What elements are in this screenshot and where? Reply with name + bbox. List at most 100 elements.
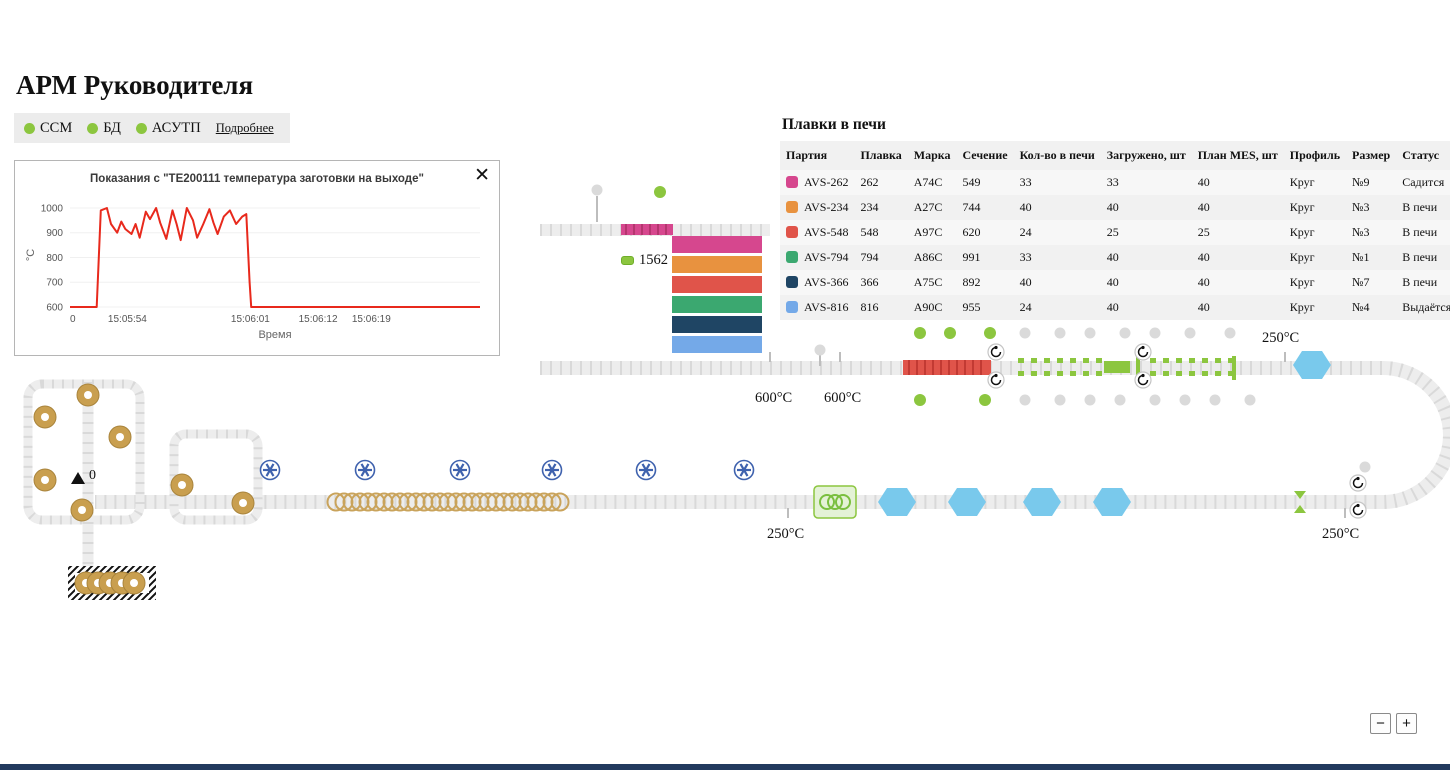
cooling-hexagon-icon[interactable] <box>948 488 986 516</box>
batch-cell: AVS-234 <box>780 195 854 220</box>
sensor-dot-active[interactable] <box>944 327 956 339</box>
billet-group-red[interactable] <box>903 360 991 375</box>
conveyor-rail <box>169 429 263 525</box>
billet-stack-bar[interactable] <box>672 236 762 253</box>
gauge-icon[interactable] <box>1134 371 1152 389</box>
furnace-table-title: Плавки в печи <box>782 116 886 133</box>
sensor-dot-active[interactable] <box>654 186 666 198</box>
sensor-dot[interactable] <box>1149 394 1161 406</box>
roller-icon[interactable] <box>108 425 132 449</box>
zoom-controls: − + <box>1370 713 1417 734</box>
coiler-icon[interactable] <box>813 485 857 519</box>
close-icon[interactable]: ✕ <box>474 165 490 186</box>
gauge-icon[interactable] <box>987 343 1005 361</box>
table-row[interactable]: AVS-262 262 А74С 549 33 33 40 Круг №9 Садится <box>780 170 1450 195</box>
cell-melt: 548 <box>860 225 879 239</box>
fan-icon[interactable] <box>635 459 657 481</box>
batch-color-swatch <box>786 276 798 288</box>
fan-icon[interactable] <box>449 459 471 481</box>
fan-icon[interactable] <box>259 459 281 481</box>
sensor-dot-active[interactable] <box>914 394 926 406</box>
cell-melt: 794 <box>860 250 879 264</box>
sensor-dot[interactable] <box>814 344 826 356</box>
column-header: Партия <box>786 148 828 162</box>
cooling-hexagon-icon[interactable] <box>878 488 916 516</box>
sensor-dot-active[interactable] <box>914 327 926 339</box>
sensor-dot[interactable] <box>1179 394 1191 406</box>
status-dot-ssm <box>24 122 35 134</box>
cooling-hexagon-icon[interactable] <box>1093 488 1131 516</box>
sensor-dot[interactable] <box>1054 394 1066 406</box>
page-title: АРМ Руководителя <box>16 70 254 100</box>
sensor-dot-active[interactable] <box>979 394 991 406</box>
fan-icon[interactable] <box>733 459 755 481</box>
sensor-dot[interactable] <box>1084 394 1096 406</box>
billet-counter[interactable]: 1562 <box>621 252 668 269</box>
cell-status: Садится <box>1402 175 1445 189</box>
gauge-icon[interactable] <box>987 371 1005 389</box>
billet-stack-bar[interactable] <box>672 336 762 353</box>
sensor-dot[interactable] <box>1019 394 1031 406</box>
sensor-dot[interactable] <box>1019 327 1031 339</box>
gauge-icon[interactable] <box>1349 474 1367 492</box>
batch-cell: AVS-262 <box>780 170 854 195</box>
hopper-icon <box>71 472 85 484</box>
sensor-dot[interactable] <box>1149 327 1161 339</box>
cooling-hexagon-icon[interactable] <box>1293 351 1331 379</box>
billet-group-pink[interactable] <box>621 224 673 235</box>
cell-melt: 262 <box>860 175 879 189</box>
details-link[interactable]: Подробнее <box>215 120 274 135</box>
fan-icon[interactable] <box>354 459 376 481</box>
cell-plan: 25 <box>1197 225 1210 239</box>
cell-profile: Круг <box>1289 275 1315 289</box>
roller-icon[interactable] <box>70 498 94 522</box>
cell-section: 549 <box>962 175 981 189</box>
billet-stack-bar[interactable] <box>672 296 762 313</box>
roller-icon[interactable] <box>33 405 57 429</box>
billet-group-green[interactable] <box>1018 356 1236 380</box>
sensor-dot[interactable] <box>591 184 603 196</box>
sensor-dot[interactable] <box>1084 327 1096 339</box>
table-row[interactable]: AVS-548 548 А97С 620 24 25 25 Круг №3 В печи <box>780 220 1450 245</box>
scrap-counter-value: 0 <box>89 468 96 483</box>
roller-icon[interactable] <box>76 383 100 407</box>
cell-status: В печи <box>1402 275 1438 289</box>
status-label-ssm: ССМ <box>40 119 73 136</box>
gauge-icon[interactable] <box>1134 343 1152 361</box>
roller-icon[interactable] <box>231 491 255 515</box>
sensor-dot[interactable] <box>1359 461 1371 473</box>
temperature-line <box>70 206 480 308</box>
sensor-dot[interactable] <box>1114 394 1126 406</box>
sensor-dot[interactable] <box>1244 394 1256 406</box>
cooling-hexagon-icon[interactable] <box>1023 488 1061 516</box>
column-header: Размер <box>1352 148 1391 162</box>
sensor-dot[interactable] <box>1184 327 1196 339</box>
billet-stack-bar[interactable] <box>672 256 762 273</box>
cell-melt: 816 <box>860 300 879 314</box>
gauge-icon[interactable] <box>1349 501 1367 519</box>
cell-plan: 40 <box>1197 300 1210 314</box>
table-row[interactable]: AVS-234 234 А27С 744 40 40 40 Круг №3 В печи <box>780 195 1450 220</box>
zoom-out-button[interactable]: − <box>1370 713 1391 734</box>
sensor-dot[interactable] <box>1224 327 1236 339</box>
table-row[interactable]: AVS-816 816 А90С 955 24 40 40 Круг №4 Выдаётся <box>780 295 1450 320</box>
cell-grade: А27С <box>913 200 943 214</box>
billet-stack <box>672 236 762 356</box>
scrap-counter[interactable]: 0 <box>71 468 96 484</box>
sensor-dot[interactable] <box>1209 394 1221 406</box>
induction-coil[interactable] <box>326 492 570 512</box>
sensor-dot[interactable] <box>1054 327 1066 339</box>
fan-icon[interactable] <box>541 459 563 481</box>
billet-stack-bar[interactable] <box>672 316 762 333</box>
billet-stack-bar[interactable] <box>672 276 762 293</box>
table-row[interactable]: AVS-366 366 А75С 892 40 40 40 Круг №7 В печи <box>780 270 1450 295</box>
cell-size: №7 <box>1352 275 1370 289</box>
roller-icon[interactable] <box>170 473 194 497</box>
sensor-dot[interactable] <box>1119 327 1131 339</box>
roller-icon[interactable] <box>33 468 57 492</box>
roller-icon[interactable] <box>122 571 146 595</box>
table-row[interactable]: AVS-794 794 А86С 991 33 40 40 Круг №1 В печи <box>780 245 1450 270</box>
sensor-dot-active[interactable] <box>984 327 996 339</box>
zoom-in-button[interactable]: + <box>1396 713 1417 734</box>
column-header: Профиль <box>1289 148 1341 162</box>
